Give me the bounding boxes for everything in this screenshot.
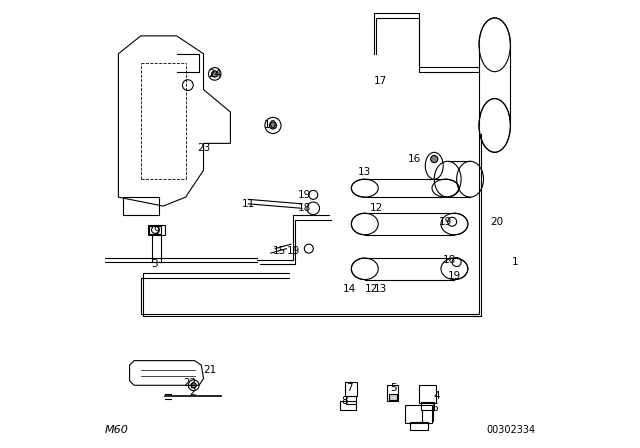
Bar	[421, 402, 435, 410]
Text: 7: 7	[346, 383, 353, 392]
Text: 10: 10	[264, 121, 277, 130]
Text: 20: 20	[490, 217, 504, 227]
Text: 18: 18	[298, 203, 311, 213]
Bar	[148, 225, 165, 235]
Text: M60: M60	[105, 425, 129, 435]
Text: 15: 15	[273, 246, 286, 256]
Circle shape	[191, 383, 196, 388]
Text: 6: 6	[431, 403, 438, 413]
Text: 19: 19	[448, 271, 461, 280]
Bar	[149, 226, 161, 234]
Text: 21: 21	[204, 365, 217, 375]
Bar	[388, 394, 397, 400]
Text: 4: 4	[433, 392, 440, 401]
Text: 12: 12	[369, 203, 383, 213]
Text: 19: 19	[298, 190, 311, 200]
Text: 3: 3	[151, 259, 157, 269]
Text: 18: 18	[444, 255, 456, 265]
Bar	[340, 401, 356, 410]
Bar	[410, 422, 428, 430]
Bar	[387, 385, 398, 401]
Text: 24: 24	[208, 69, 221, 79]
Text: 14: 14	[342, 284, 356, 294]
Text: 11: 11	[242, 199, 255, 209]
Circle shape	[431, 155, 438, 163]
Text: 8: 8	[341, 396, 348, 406]
Text: 16: 16	[408, 154, 420, 164]
Text: 2: 2	[189, 387, 196, 397]
Text: 00302334: 00302334	[486, 425, 535, 435]
Text: 5: 5	[390, 383, 397, 392]
Bar	[419, 385, 436, 403]
Text: 19: 19	[287, 246, 300, 256]
Text: 13: 13	[358, 168, 371, 177]
Bar	[345, 382, 357, 396]
Circle shape	[269, 122, 276, 129]
Text: 19: 19	[439, 217, 452, 227]
Text: 1: 1	[511, 257, 518, 267]
Circle shape	[212, 71, 218, 77]
Text: 13: 13	[374, 284, 387, 294]
Bar	[405, 405, 432, 423]
Text: 9: 9	[153, 226, 160, 236]
Bar	[346, 396, 356, 404]
Text: 22: 22	[184, 378, 196, 388]
Text: 23: 23	[197, 143, 210, 153]
Text: 12: 12	[365, 284, 378, 294]
Text: 17: 17	[374, 76, 387, 86]
